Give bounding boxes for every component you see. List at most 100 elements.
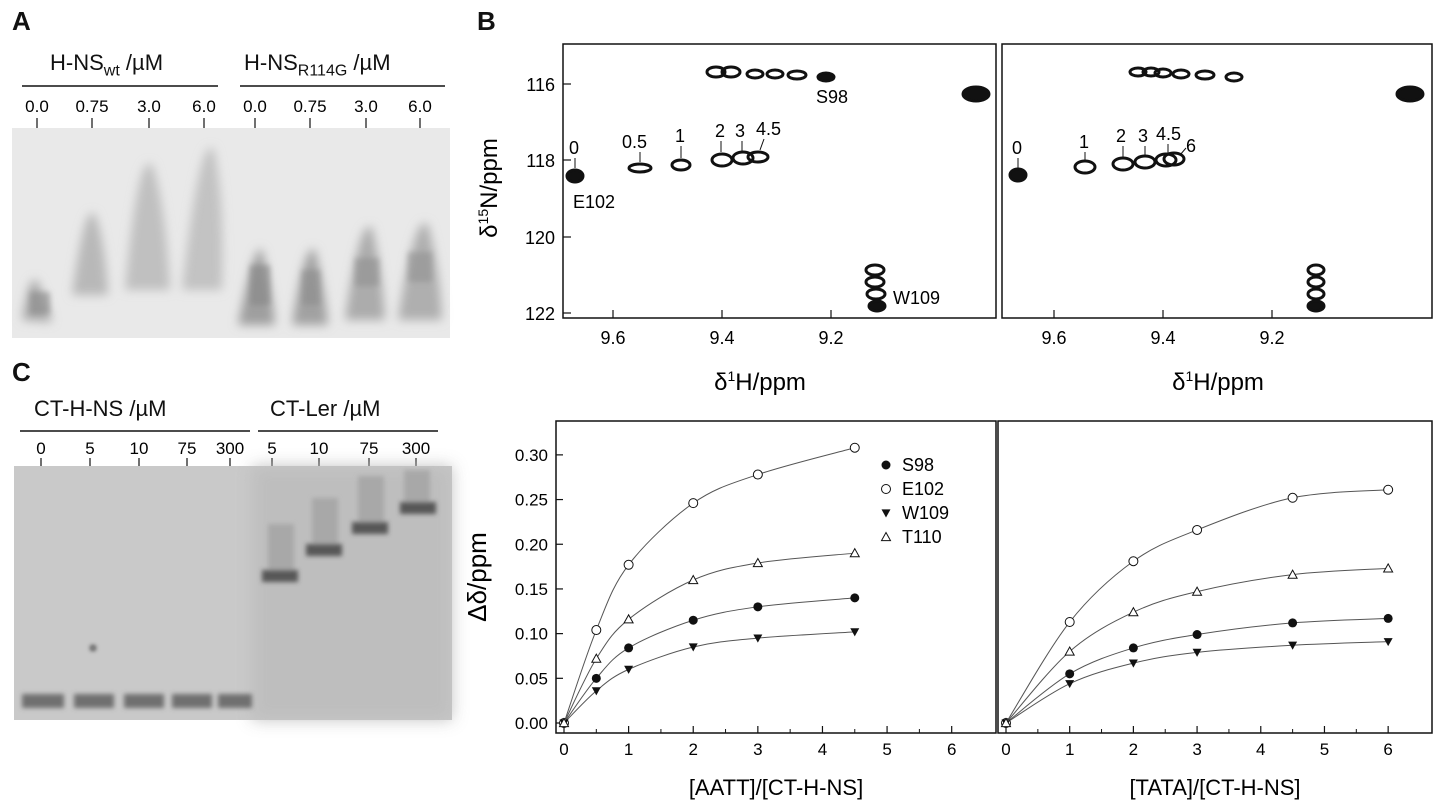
legend-label-e102: E102 (902, 479, 944, 499)
chart-frame (555, 420, 997, 734)
legend-label-t110: T110 (902, 527, 942, 547)
nmr-left-point-labels: 0 0.5 1 2 3 4.5 (569, 119, 781, 158)
x-tick-label: 2 (1129, 740, 1138, 759)
point-e102 (591, 625, 602, 636)
point-e102 (1192, 524, 1203, 535)
point-e102 (1383, 484, 1394, 495)
x-tick-label: 4 (1256, 740, 1265, 759)
gel-c-lane-label: 0 (36, 439, 45, 458)
point-t110 (558, 717, 570, 728)
point-w109 (688, 643, 698, 652)
point-t110 (1128, 606, 1139, 617)
point-e102 (1287, 492, 1298, 503)
gel-a-band-wt-6 (182, 147, 223, 290)
gel-c-lane-label: 5 (267, 439, 276, 458)
point-w109 (1288, 641, 1298, 650)
curve-e102 (1005, 489, 1389, 724)
gel-a-lane-label: 3.0 (137, 97, 161, 116)
gel-a-group2-label: H-NSR114G /µM (244, 50, 391, 80)
gel-a-band-wt-3 (125, 163, 170, 290)
y-tick-label: 0.25 (515, 491, 548, 510)
gel-c-group1-label: CT-H-NS /µM (34, 396, 167, 421)
point-s98 (688, 615, 698, 625)
point-s98 (850, 593, 860, 603)
point-e102 (752, 469, 763, 480)
gel-c-lane-label: 75 (178, 439, 197, 458)
gel-c-band-ler-75 (352, 522, 388, 534)
nmr-x-tick-label: 9.4 (1150, 328, 1175, 348)
legend-label-w109: W109 (902, 503, 949, 523)
nmr-right-leaders (1017, 144, 1187, 168)
point-t110 (1000, 717, 1012, 728)
nmr-right-point-labels: 0 1 2 3 4.5 6 (1012, 124, 1196, 158)
gel-c-group2-label: CT-Ler /µM (270, 396, 381, 421)
svg-text:4.5: 4.5 (1156, 124, 1181, 144)
point-w109 (591, 687, 601, 696)
point-s98 (1065, 669, 1075, 679)
x-tick-label: 0 (1001, 740, 1010, 759)
gel-c-lane-label: 10 (130, 439, 149, 458)
y-tick-label: 0.20 (515, 535, 548, 554)
gel-a-lane-label: 6.0 (408, 97, 432, 116)
point-w109 (1128, 659, 1138, 668)
point-t110 (590, 653, 602, 663)
gel-c: 0 5 10 75 300 5 10 75 300 (14, 430, 452, 720)
legend-marker-s98 (881, 460, 891, 470)
point-t110 (849, 547, 861, 558)
nmr-label-w109: W109 (893, 288, 940, 308)
point-w109 (753, 634, 763, 643)
nmr-left-leaders (574, 138, 765, 168)
x-tick-label: 4 (818, 740, 827, 759)
point-w109 (1065, 680, 1075, 689)
y-tick-label: 0.30 (515, 446, 548, 465)
nmr-y-tick-label: 120 (525, 228, 555, 248)
gel-a-band-wt-075 (72, 212, 108, 295)
x-tick-label: 1 (1065, 740, 1074, 759)
point-e102 (623, 559, 634, 570)
legend-marker-t110 (880, 531, 892, 542)
svg-text:0: 0 (569, 138, 579, 158)
gel-c-band-0 (22, 694, 64, 708)
x-tick-label: 1 (624, 740, 633, 759)
gel-c-lane-label: 300 (402, 439, 430, 458)
panel-label-b: B (477, 6, 496, 36)
point-t110 (1064, 645, 1076, 656)
point-s98 (1288, 618, 1298, 628)
nmr-y-axis-label: δ15N/ppm (475, 138, 503, 238)
y-axis-label: Δδ/ppm (462, 532, 492, 622)
legend-marker-e102 (881, 484, 891, 494)
svg-text:1: 1 (675, 126, 685, 146)
curve-e102 (563, 447, 855, 724)
point-t110 (1191, 586, 1203, 596)
chart-frame (997, 420, 1433, 734)
point-s98 (1192, 630, 1202, 640)
y-tick-label: 0.10 (515, 625, 548, 644)
point-t110 (752, 557, 764, 568)
svg-text:1: 1 (1079, 132, 1089, 152)
curve-s98 (563, 597, 855, 724)
point-e102 (688, 498, 699, 509)
point-e102 (849, 442, 860, 453)
nmr-left-x-axis-label: δ1H/ppm (714, 368, 806, 396)
point-s98 (1383, 613, 1393, 623)
nmr-y-tick-label: 116 (526, 75, 555, 95)
x-tick-label: 0 (559, 740, 568, 759)
curve-t110 (563, 552, 855, 724)
nmr-x-tick-label: 9.6 (600, 328, 625, 348)
svg-text:0.5: 0.5 (622, 132, 647, 152)
x-axis-label: [AATT]/[CT-H-NS] (689, 775, 863, 800)
nmr-right-peaks (1008, 66, 1425, 313)
legend-label-s98: S98 (902, 455, 934, 475)
y-tick-label: 0.05 (515, 669, 548, 688)
nmr-x-tick-label: 9.2 (1259, 328, 1284, 348)
svg-text:3: 3 (735, 121, 745, 141)
nmr-left-peaks (565, 65, 991, 313)
gel-c-band-ler-5 (262, 570, 298, 582)
point-s98 (1128, 643, 1138, 653)
gel-a-group1-label: H-NSwt /µM (50, 50, 164, 80)
point-e102 (1128, 556, 1139, 567)
binding-chart-tata: 0 1 2 3 4 5 6 [TATA]/[CT-H-NS] (997, 420, 1433, 800)
y-tick-label: 0.00 (515, 714, 548, 733)
nmr-y-tick-label: 118 (526, 151, 555, 171)
nmr-left-frame (562, 43, 997, 319)
